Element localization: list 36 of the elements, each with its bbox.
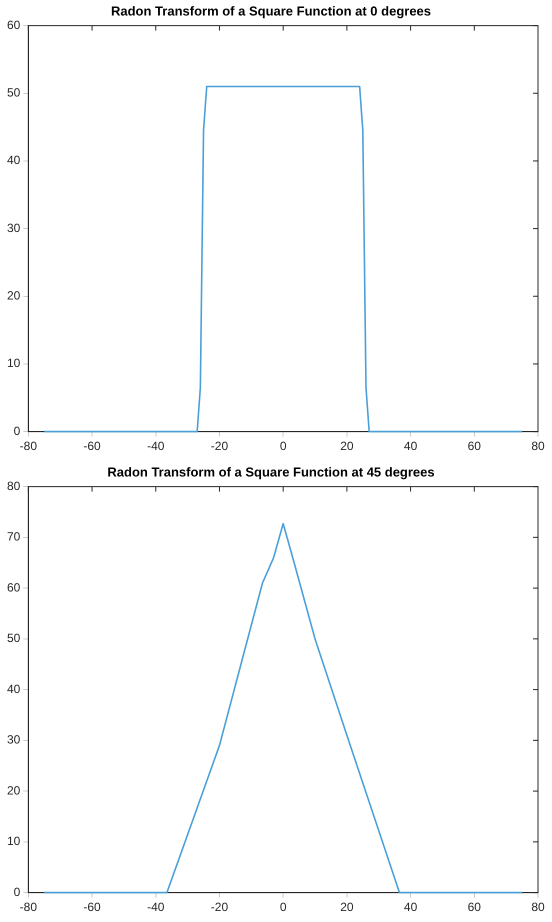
y-tick-label: 60 bbox=[6, 580, 21, 594]
y-tick-label: 80 bbox=[6, 478, 21, 493]
x-tick-label: -20 bbox=[210, 900, 228, 914]
x-tick-label: 80 bbox=[531, 900, 545, 914]
x-tick-label: 20 bbox=[340, 439, 354, 454]
x-tick-label: -40 bbox=[147, 439, 165, 454]
y-tick-label: 10 bbox=[6, 356, 21, 370]
y-tick-label: 60 bbox=[6, 18, 21, 32]
y-tick-label: 40 bbox=[6, 682, 21, 696]
x-tick-label: -60 bbox=[83, 900, 102, 914]
y-tick-label: 20 bbox=[6, 783, 21, 798]
y-tick-label: 30 bbox=[6, 220, 21, 235]
y-tick-label: 0 bbox=[14, 884, 21, 899]
x-tick-label: 0 bbox=[280, 900, 287, 914]
y-tick-label: 0 bbox=[14, 424, 21, 438]
y-tick-label: 70 bbox=[6, 530, 21, 544]
x-tick-label: -80 bbox=[20, 439, 38, 454]
x-tick-label: -80 bbox=[20, 900, 38, 914]
chart-title: Radon Transform of a Square Function at 45 degrees bbox=[107, 464, 435, 480]
x-tick-label: 80 bbox=[531, 439, 545, 454]
x-tick-label: 60 bbox=[468, 900, 482, 914]
x-tick-label: 40 bbox=[404, 439, 418, 454]
y-tick-label: 20 bbox=[6, 288, 21, 303]
x-tick-label: 0 bbox=[280, 439, 287, 454]
y-tick-label: 50 bbox=[6, 86, 21, 100]
x-tick-label: 20 bbox=[340, 900, 354, 914]
x-tick-label: 60 bbox=[468, 439, 482, 454]
chart-title: Radon Transform of a Square Function at 0 degrees bbox=[110, 3, 432, 18]
y-tick-label: 50 bbox=[6, 631, 21, 646]
y-tick-label: 10 bbox=[6, 834, 21, 848]
y-tick-label: 40 bbox=[6, 153, 21, 168]
y-tick-label: 30 bbox=[6, 732, 21, 747]
x-tick-label: -20 bbox=[210, 439, 228, 454]
x-tick-label: 40 bbox=[404, 900, 418, 914]
x-tick-label: -40 bbox=[147, 900, 165, 914]
x-tick-label: -60 bbox=[83, 439, 102, 454]
